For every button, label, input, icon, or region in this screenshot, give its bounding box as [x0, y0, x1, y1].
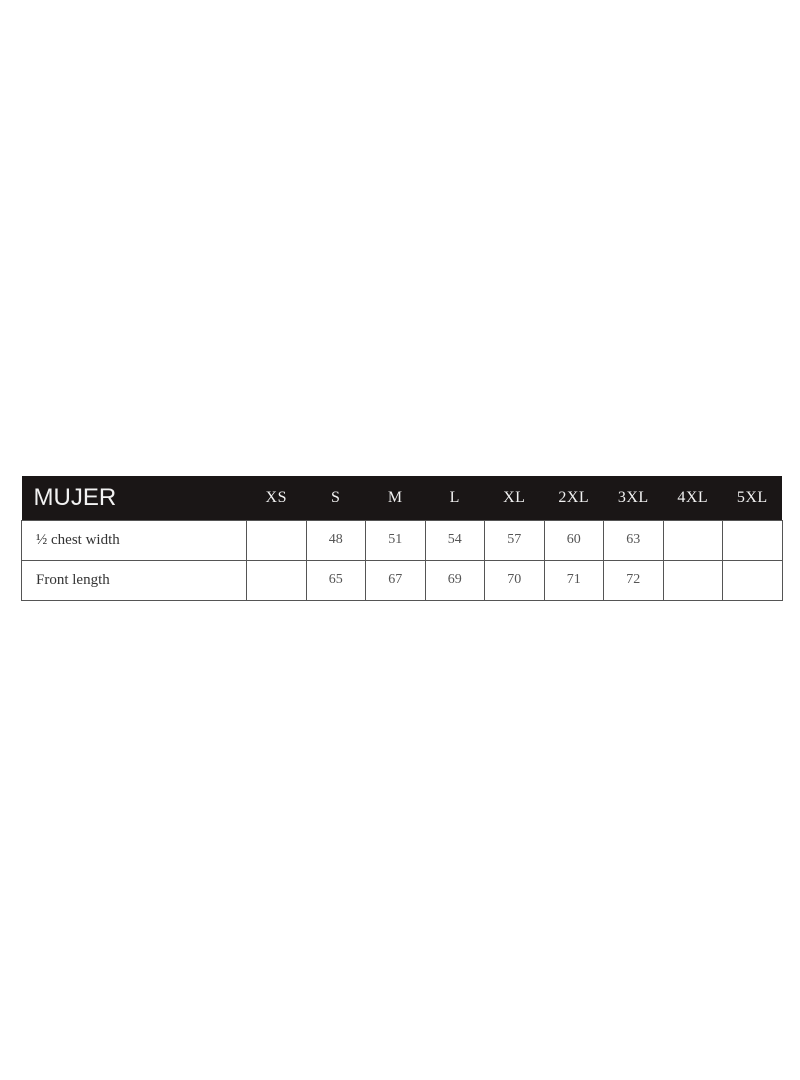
table-cell: 69 [424, 559, 485, 601]
table-title: MUJER [33, 483, 117, 511]
table-cell [722, 519, 783, 561]
size-header: XL [503, 488, 526, 506]
header-row: MUJER XS S M L XL 2XL 3XL 4XL 5XL [21, 476, 782, 520]
table-cell [662, 519, 723, 561]
table-cell: 48 [305, 519, 366, 561]
table-cell [662, 559, 723, 601]
table-row: ½ chest width 48 51 54 57 60 63 [21, 519, 783, 561]
table-cell: 71 [543, 559, 604, 601]
row-label: Front length [21, 559, 247, 601]
size-header: 2XL [558, 488, 590, 506]
size-header: L [449, 488, 460, 506]
table-cell [722, 559, 783, 601]
row-label: ½ chest width [21, 519, 247, 561]
table-cell: 67 [365, 559, 426, 601]
table-cell [246, 559, 307, 601]
table-cell: 60 [543, 519, 604, 561]
table-cell: 63 [603, 519, 664, 561]
table-cell: 70 [484, 559, 545, 601]
table-cell: 65 [305, 559, 366, 601]
table-cell: 72 [603, 559, 664, 601]
table-cell: 57 [484, 519, 545, 561]
table-row: Front length 65 67 69 70 71 72 [21, 559, 783, 601]
size-header: XS [265, 488, 287, 506]
size-header: 3XL [617, 488, 649, 506]
size-header: M [387, 488, 403, 506]
table-cell [246, 519, 307, 561]
size-chart-table: MUJER XS S M L XL 2XL 3XL 4XL 5XL ½ ches… [21, 476, 783, 601]
size-header: 5XL [736, 488, 768, 506]
size-header: 4XL [677, 488, 709, 506]
size-header: S [331, 488, 341, 506]
table-cell: 51 [365, 519, 426, 561]
table-cell: 54 [424, 519, 485, 561]
